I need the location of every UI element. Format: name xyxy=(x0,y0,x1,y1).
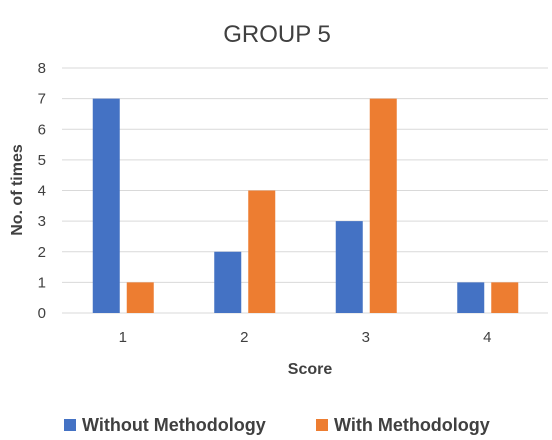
legend-label: Without Methodology xyxy=(82,415,266,435)
bar-with-methodology xyxy=(126,282,154,313)
legend-label: With Methodology xyxy=(334,415,490,435)
chart-title: GROUP 5 xyxy=(223,21,331,48)
y-tick-labels: 0 1 2 3 4 5 6 7 8 xyxy=(38,60,46,322)
y-tick-label: 4 xyxy=(38,183,46,200)
x-tick-label: 3 xyxy=(362,329,370,346)
y-tick-label: 6 xyxy=(38,121,46,138)
y-tick-label: 3 xyxy=(38,213,46,230)
x-tick-label: 1 xyxy=(119,329,127,346)
y-tick-label: 2 xyxy=(38,244,46,261)
y-tick-label: 8 xyxy=(38,60,46,77)
legend-swatch xyxy=(64,419,76,431)
gridlines xyxy=(62,67,548,314)
y-tick-label: 5 xyxy=(38,152,46,169)
y-tick-label: 0 xyxy=(38,305,46,322)
bar-with-methodology xyxy=(369,98,397,313)
bar-without-methodology xyxy=(92,98,120,313)
legend-swatch xyxy=(316,419,328,431)
bar-with-methodology xyxy=(491,282,519,313)
y-tick-label: 1 xyxy=(38,274,46,291)
bar-without-methodology xyxy=(214,251,242,313)
x-tick-labels: 1 2 3 4 xyxy=(119,329,492,346)
legend: Without Methodology With Methodology xyxy=(64,415,490,435)
bars xyxy=(92,98,519,313)
bar-without-methodology xyxy=(335,221,363,313)
x-tick-label: 2 xyxy=(240,329,248,346)
x-tick-label: 4 xyxy=(483,329,491,346)
x-axis-label: Score xyxy=(288,361,333,378)
y-tick-label: 7 xyxy=(38,91,46,108)
bar-without-methodology xyxy=(457,282,485,313)
bar-with-methodology xyxy=(248,190,276,313)
y-axis-label: No. of times xyxy=(9,144,26,236)
